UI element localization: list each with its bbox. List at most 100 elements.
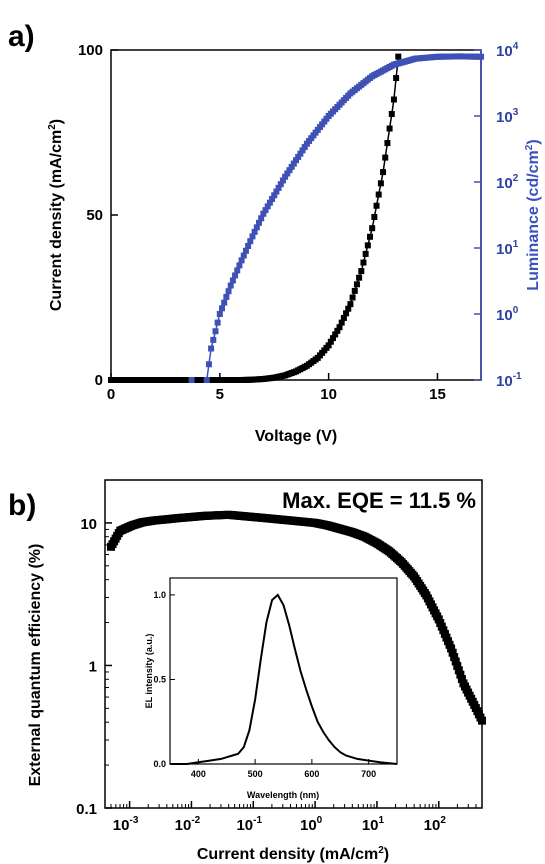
y-tick-label-a: 100 bbox=[78, 42, 103, 59]
luminance-point bbox=[269, 195, 276, 202]
luminance-point bbox=[225, 288, 232, 295]
x-tick-label-b-base: 10 bbox=[362, 817, 379, 834]
luminance-point bbox=[256, 219, 262, 226]
inset-x-tick-label: 400 bbox=[191, 769, 206, 779]
current-density-point bbox=[373, 202, 380, 209]
y-axis-title-a-end: ) bbox=[48, 119, 65, 124]
x-axis-title-a: Voltage (V) bbox=[255, 428, 337, 445]
inset-frame bbox=[169, 577, 398, 765]
current-density-series bbox=[108, 53, 402, 383]
current-density-point bbox=[353, 281, 360, 288]
y-tick-label-a: 50 bbox=[86, 207, 103, 224]
current-density-point bbox=[332, 331, 339, 338]
current-density-point bbox=[380, 169, 387, 176]
y2-tick-label-a-exp: 3 bbox=[513, 107, 519, 118]
current-density-point bbox=[371, 213, 378, 220]
x-tick-label-b-base: 10 bbox=[424, 817, 441, 834]
x-tick-label-b-exp: 0 bbox=[317, 815, 323, 826]
x-tick-label-b-exp: 2 bbox=[440, 815, 446, 826]
y-axis-title-a-sup: 2 bbox=[47, 124, 58, 130]
x-tick-label-b: 102 bbox=[424, 815, 447, 834]
y2-axis-title-a: Luminance (cd/cm2) bbox=[524, 139, 542, 290]
luminance-point bbox=[293, 157, 299, 164]
luminance-point bbox=[229, 277, 236, 284]
el-spectrum-inset: 400 500 600 700 0.0 0.5 1.0 Wavelength (nm) E… bbox=[144, 577, 398, 800]
x-tick-label-b-exp: -2 bbox=[191, 815, 200, 826]
y-ticks-b: 0.1 1 10 bbox=[76, 479, 112, 818]
panel-label-b: b) bbox=[8, 489, 36, 522]
x-tick-label-b: 10-3 bbox=[113, 815, 139, 834]
current-density-point bbox=[327, 338, 334, 345]
inset-y-tick-label: 0.0 bbox=[153, 759, 166, 769]
current-density-point bbox=[367, 233, 373, 240]
luminance-point bbox=[297, 150, 304, 157]
x-tick-label-b: 10-1 bbox=[236, 815, 262, 834]
inset-y-tick-label: 0.5 bbox=[153, 674, 166, 684]
luminance-point bbox=[266, 199, 273, 206]
eqe-point bbox=[451, 657, 460, 666]
y2-tick-label-a-exp: 2 bbox=[513, 173, 519, 184]
x-tick-label-a: 0 bbox=[107, 386, 115, 403]
y2-tick-label-a: 102 bbox=[496, 173, 519, 192]
luminance-point bbox=[249, 233, 256, 240]
current-density-line bbox=[111, 56, 400, 381]
luminance-point bbox=[242, 247, 249, 254]
y2-tick-label-a-exp: 1 bbox=[513, 239, 519, 250]
luminance-point bbox=[247, 238, 254, 245]
luminance-point bbox=[299, 147, 306, 154]
plot-frame-a bbox=[110, 49, 482, 381]
luminance-point bbox=[227, 282, 234, 289]
x-tick-label-b-base: 10 bbox=[113, 817, 130, 834]
luminance-point bbox=[271, 192, 278, 199]
current-density-point bbox=[345, 305, 352, 312]
y2-tick-label-a-base: 10 bbox=[496, 175, 513, 192]
luminance-point bbox=[279, 177, 286, 184]
plot-frame-b bbox=[104, 479, 483, 809]
luminance-point bbox=[205, 361, 212, 368]
y-axis-title-a-main: Current density (mA/cm bbox=[48, 130, 65, 311]
eqe-point bbox=[447, 644, 456, 653]
current-density-point bbox=[330, 335, 336, 342]
x-tick-label-b-exp: -3 bbox=[129, 815, 138, 826]
current-density-point bbox=[358, 268, 365, 275]
x-tick-label-b-base: 10 bbox=[300, 817, 317, 834]
luminance-point bbox=[282, 173, 289, 180]
y2-tick-label-a: 10-1 bbox=[496, 371, 522, 390]
y2-tick-label-a: 103 bbox=[496, 107, 519, 126]
x-tick-label-a: 15 bbox=[429, 386, 446, 403]
x-tick-label-a: 10 bbox=[320, 386, 337, 403]
luminance-point bbox=[301, 144, 308, 151]
eqe-point bbox=[448, 648, 457, 657]
current-density-point bbox=[388, 111, 395, 118]
y2-axis-title-a-sup: 2 bbox=[524, 144, 535, 150]
current-density-point bbox=[351, 287, 358, 294]
luminance-point bbox=[236, 262, 243, 269]
current-density-point bbox=[364, 242, 371, 249]
y2-tick-label-a-base: 10 bbox=[496, 43, 513, 60]
x-tick-label-b: 101 bbox=[362, 815, 385, 834]
luminance-point bbox=[234, 267, 241, 274]
x-axis-title-b-main: Current density (mA/cm bbox=[197, 846, 378, 863]
current-density-point bbox=[362, 250, 369, 257]
luminance-point bbox=[253, 224, 260, 231]
inset-x-tick-label: 600 bbox=[304, 769, 319, 779]
current-density-point bbox=[384, 140, 391, 147]
y2-tick-label-a: 100 bbox=[496, 305, 519, 324]
luminance-point bbox=[286, 167, 293, 174]
y-tick-label-b: 10 bbox=[80, 516, 97, 533]
luminance-point bbox=[240, 252, 247, 259]
y-tick-label-b: 1 bbox=[89, 658, 97, 675]
x-ticks-b: 10-3 10-2 10-1 100 101 102 bbox=[104, 801, 483, 834]
inset-y-axis-title: EL intensity (a.u.) bbox=[144, 634, 154, 709]
x-tick-label-b: 100 bbox=[300, 815, 323, 834]
y-tick-label-b: 0.1 bbox=[76, 801, 97, 818]
luminance-point bbox=[219, 305, 225, 312]
y2-tick-label-a-exp: 0 bbox=[513, 305, 519, 316]
y2-tick-label-a-base: 10 bbox=[496, 307, 513, 324]
luminance-point bbox=[245, 242, 252, 249]
x-tick-label-b-base: 10 bbox=[236, 817, 253, 834]
luminance-point bbox=[203, 377, 210, 383]
y2-tick-label-a-base: 10 bbox=[496, 109, 513, 126]
